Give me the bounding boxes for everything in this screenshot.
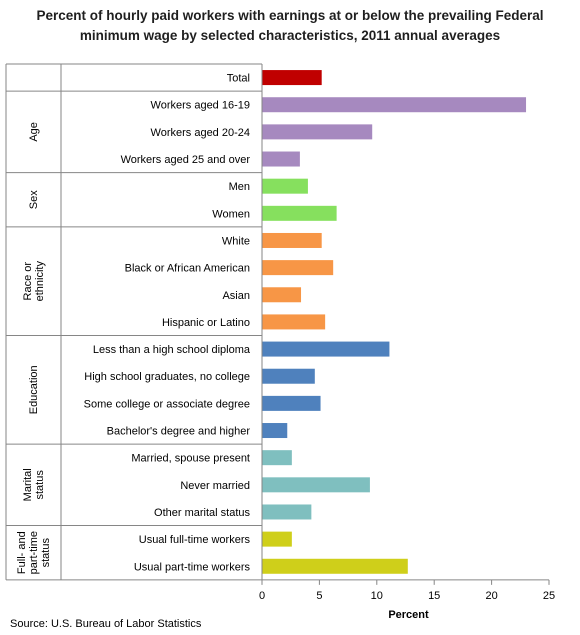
bar bbox=[262, 151, 300, 167]
x-tick-label: 0 bbox=[259, 590, 265, 602]
source-note: Source: U.S. Bureau of Labor Statistics bbox=[10, 618, 202, 630]
bar bbox=[262, 341, 390, 357]
category-label: Married, spouse present bbox=[131, 453, 250, 465]
category-label: Less than a high school diploma bbox=[93, 344, 251, 356]
category-label: High school graduates, no college bbox=[84, 371, 250, 383]
category-label: Usual part-time workers bbox=[134, 561, 251, 573]
x-tick-label: 10 bbox=[371, 590, 383, 602]
bar bbox=[262, 368, 315, 384]
bar bbox=[262, 178, 308, 194]
bar bbox=[262, 260, 334, 276]
bar bbox=[262, 504, 312, 520]
category-label: Asian bbox=[222, 290, 250, 302]
bar bbox=[262, 395, 321, 411]
category-label: Usual full-time workers bbox=[139, 534, 251, 546]
bar bbox=[262, 450, 292, 466]
group-label: Age bbox=[28, 122, 40, 142]
category-label: Black or African American bbox=[125, 263, 250, 275]
group-label: Education bbox=[28, 365, 40, 414]
bar bbox=[262, 558, 408, 574]
x-axis-title: Percent bbox=[388, 609, 429, 621]
category-label: Never married bbox=[180, 480, 250, 492]
category-label: Workers aged 16-19 bbox=[151, 100, 250, 112]
category-label: Hispanic or Latino bbox=[162, 317, 250, 329]
bar bbox=[262, 124, 373, 140]
category-label: Total bbox=[227, 73, 250, 85]
chart-title-line-2: minimum wage by selected characteristics… bbox=[79, 28, 501, 43]
bar bbox=[262, 531, 292, 547]
group-label: Full- andpart-timestatus bbox=[16, 531, 52, 574]
category-label: Other marital status bbox=[154, 507, 250, 519]
bar bbox=[262, 287, 302, 303]
bar bbox=[262, 232, 322, 248]
category-label: White bbox=[222, 235, 250, 247]
bar bbox=[262, 314, 326, 330]
bar bbox=[262, 205, 337, 221]
category-label: Men bbox=[229, 181, 250, 193]
chart-title-line-1: Percent of hourly paid workers with earn… bbox=[36, 8, 544, 23]
x-tick-label: 25 bbox=[543, 590, 555, 602]
x-tick-label: 15 bbox=[428, 590, 440, 602]
bar bbox=[262, 97, 527, 113]
bar bbox=[262, 423, 288, 439]
category-label: Women bbox=[212, 208, 250, 220]
group-label: Sex bbox=[28, 190, 40, 209]
chart-title: Percent of hourly paid workers with earn… bbox=[0, 6, 580, 46]
category-label: Bachelor's degree and higher bbox=[107, 426, 251, 438]
group-label: Maritalstatus bbox=[22, 468, 46, 501]
category-label: Workers aged 25 and over bbox=[121, 154, 251, 166]
category-label: Workers aged 20-24 bbox=[151, 127, 250, 139]
bar bbox=[262, 70, 322, 86]
x-tick-label: 5 bbox=[316, 590, 322, 602]
x-tick-label: 20 bbox=[485, 590, 497, 602]
group-label: Race orethnicity bbox=[22, 261, 46, 302]
category-label: Some college or associate degree bbox=[84, 398, 250, 410]
bar bbox=[262, 477, 370, 493]
